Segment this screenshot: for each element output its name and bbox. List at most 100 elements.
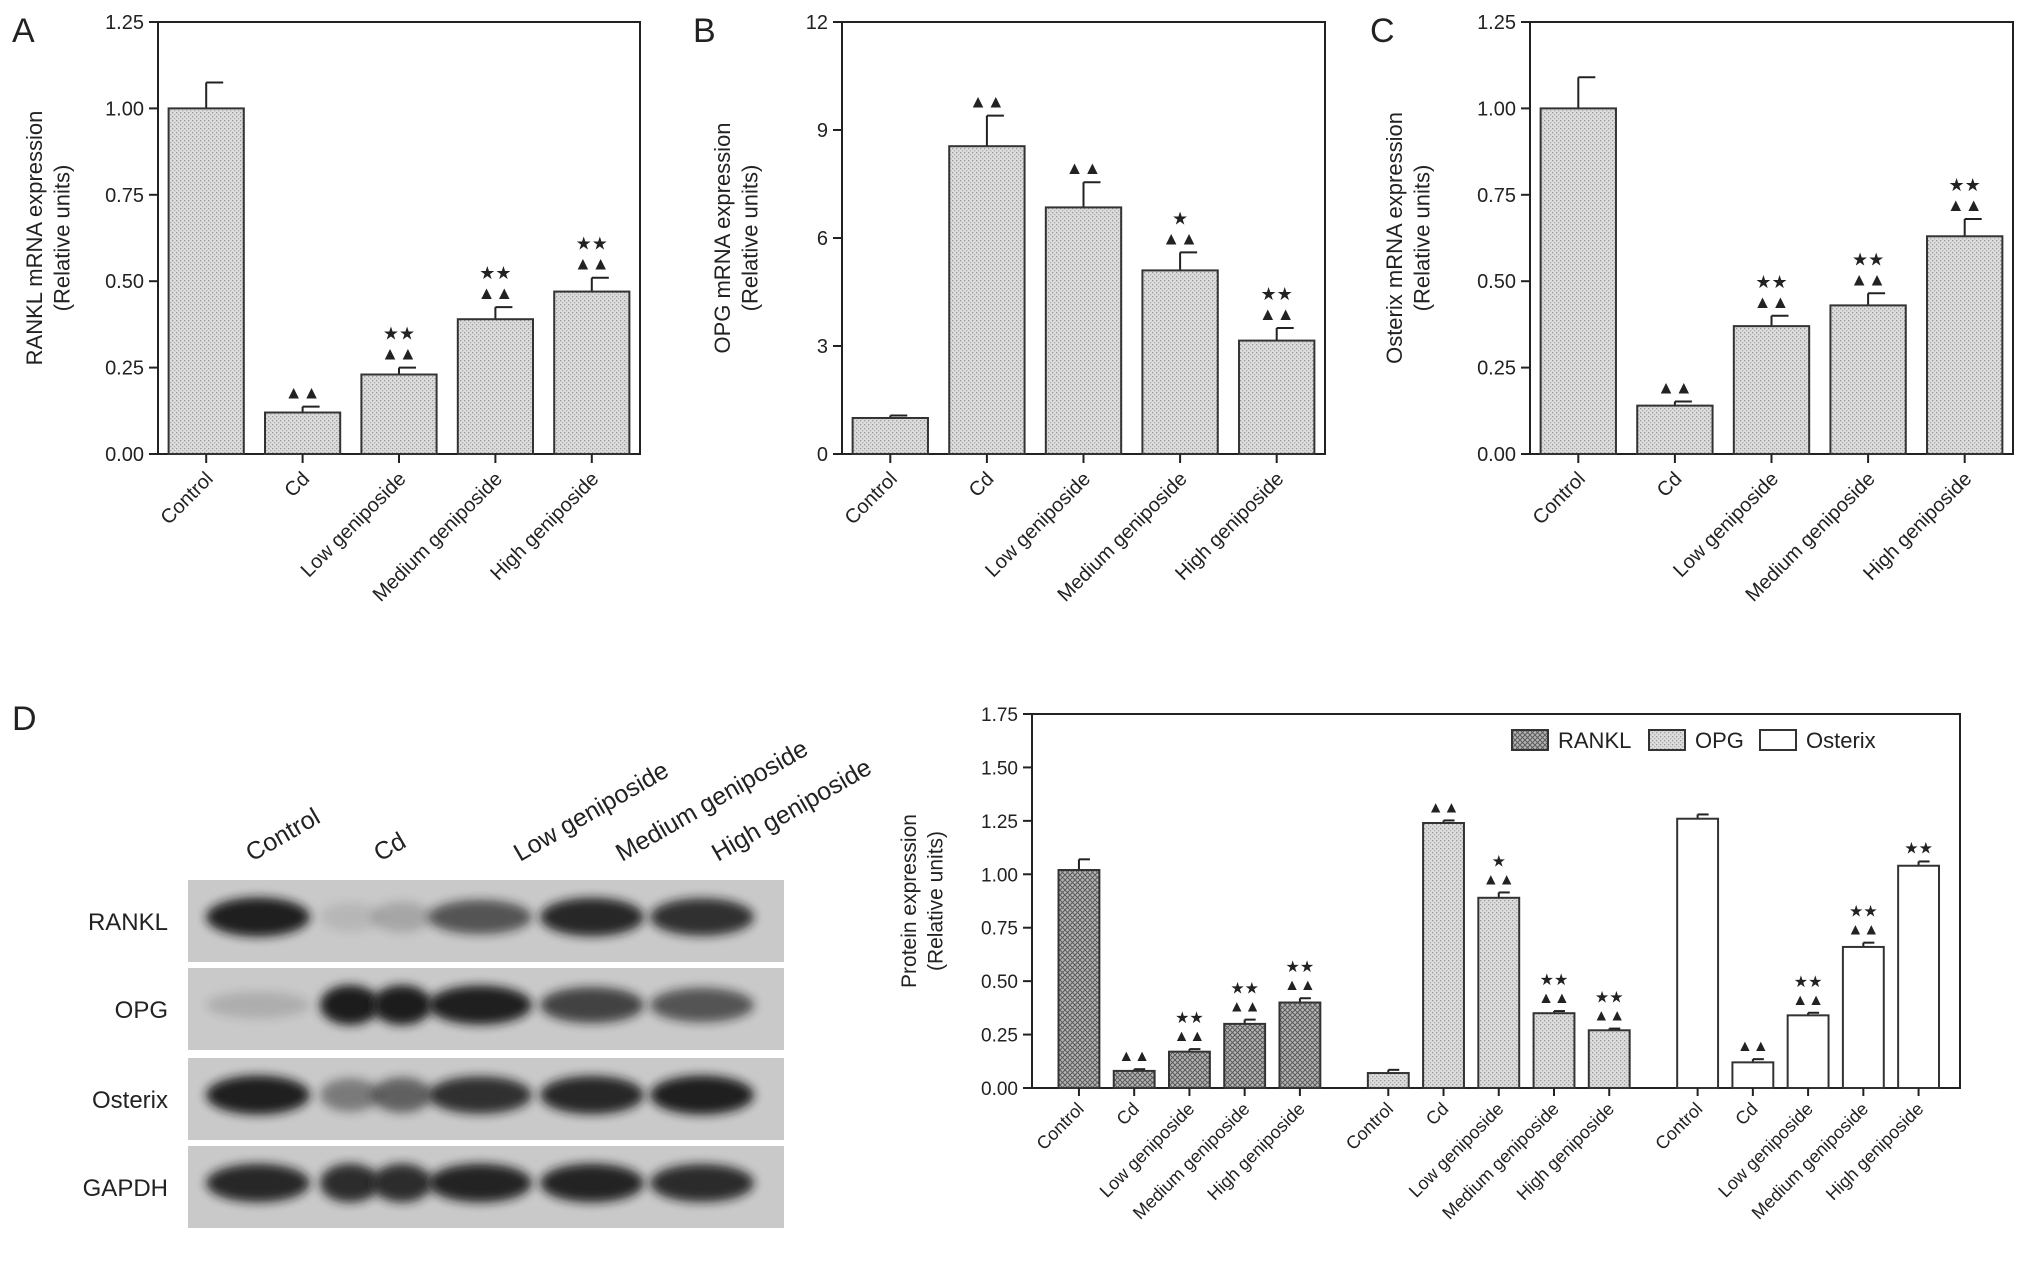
x-tick-label: Low geniposide [1096,1099,1199,1202]
panel-letter-a: A [12,12,35,50]
bar-rankl-0 [1057,869,1101,1089]
y-tick-label: 1.25 [105,12,144,34]
bar-rankl-3 [1223,1022,1267,1090]
bar-c-0 [1539,107,1617,456]
bar-c-3-star-marker: ★★ [1852,249,1884,269]
x-tick-label: Control [157,468,218,529]
y-axis-label: Osterix mRNA expression (Relative units) [1382,112,1435,364]
blot-band [320,1163,380,1203]
bar-a-0 [167,107,245,456]
panel-letter-d: D [12,700,37,738]
y-tick-label: 0 [817,444,828,466]
blot-band [540,897,644,937]
blot-row-gapdh: GAPDH [83,1146,784,1228]
bar-b-3-triangle-marker: ▲▲ [1162,228,1198,248]
y-tick-label: 1.50 [981,758,1018,779]
y-tick-label: 0.75 [981,919,1018,940]
y-tick-label: 6 [817,228,828,250]
y-tick-label: 0.00 [105,444,144,466]
y-tick-label: 1.00 [105,98,144,120]
x-tick-label: Cd [1113,1099,1143,1129]
y-tick-label: 12 [806,12,828,34]
bar-rankl-3-triangle-marker: ▲▲ [1229,999,1261,1016]
blot-band [320,1078,380,1112]
bar-osterix-3-triangle-marker: ▲▲ [1847,922,1879,939]
y-tick-label: 0.00 [1477,444,1516,466]
bar-opg-0 [1366,1072,1410,1090]
blot-band [540,987,644,1023]
bar-opg-3-star-marker: ★★ [1540,972,1569,989]
bar-c-4-triangle-marker: ▲▲ [1947,195,1983,215]
bar-c-4 [1926,235,2004,455]
bar-a-4 [553,290,631,455]
blot-band [206,897,310,937]
blot-band [372,985,432,1025]
x-tick-label: Control [841,468,902,529]
y-tick-label: 0.00 [981,1079,1018,1100]
bar-osterix-2-triangle-marker: ▲▲ [1792,992,1824,1009]
bar-opg-2 [1477,896,1521,1090]
y-tick-label: 0.25 [981,1026,1018,1047]
y-tick-label: 1.25 [1477,12,1516,34]
lane-label: Control [241,803,325,868]
panel-letter-b: B [693,12,716,50]
blot-row-opg: OPG [115,968,784,1050]
bar-osterix-0 [1676,817,1720,1089]
bar-rankl-4 [1278,1001,1322,1089]
bar-a-3 [456,318,534,455]
x-tick-label: Cd [1653,468,1687,502]
blot-band [428,985,532,1025]
x-tick-label: Control [1529,468,1590,529]
bar-a-3-triangle-marker: ▲▲ [478,283,514,303]
bar-osterix-1-triangle-marker: ▲▲ [1737,1038,1769,1055]
x-tick-label: Cd [1422,1099,1452,1129]
x-tick-label: High geniposide [1513,1099,1618,1204]
blot-row-label: RANKL [88,909,168,936]
x-tick-label: Low geniposide [1714,1099,1817,1202]
bar-rankl-1-triangle-marker: ▲▲ [1118,1048,1150,1065]
legend-label: RANKL [1558,728,1631,753]
blot-band [650,987,754,1023]
x-tick-label: Control [1651,1099,1706,1154]
blot-band [206,1163,310,1203]
bar-b-2-triangle-marker: ▲▲ [1066,158,1102,178]
bar-a-3-star-marker: ★★ [479,263,511,283]
blot-band [320,985,380,1025]
y-tick-label: 0.50 [981,972,1018,993]
blot-band [650,1163,754,1203]
x-tick-label: Cd [965,468,999,502]
blot-band [650,898,754,936]
bar-rankl-4-triangle-marker: ▲▲ [1284,977,1316,994]
bar-b-4 [1238,339,1316,456]
bar-rankl-2-star-marker: ★★ [1175,1010,1204,1027]
chart-panel-c: 0.00 0.25 0.50 0.75 1.00 1.25 Osterix mRNA exp… [1382,12,2014,606]
blot-band [428,1076,532,1114]
y-tick-label: 1.25 [981,812,1018,833]
blot-band [428,1163,532,1203]
chart-panel-b: 0 3 6 9 12 OPG mRNA expression (Relative units… [710,12,1326,606]
legend-label: OPG [1695,728,1744,753]
bar-c-3-triangle-marker: ▲▲ [1850,269,1886,289]
bar-rankl-2-triangle-marker: ▲▲ [1174,1028,1206,1045]
x-tick-label: High geniposide [1203,1099,1308,1204]
bar-osterix-3-star-marker: ★★ [1849,904,1878,921]
bar-opg-4-star-marker: ★★ [1595,990,1624,1007]
x-tick-label: Low geniposide [1405,1099,1508,1202]
bar-osterix-3 [1841,945,1885,1089]
lane-label: Cd [369,827,411,867]
y-tick-label: 0.75 [1477,185,1516,207]
bar-c-2-star-marker: ★★ [1755,272,1787,292]
bar-a-2 [360,373,438,455]
bar-rankl-3-star-marker: ★★ [1230,981,1259,998]
bar-b-1-triangle-marker: ▲▲ [969,92,1005,112]
blot-band [650,1075,754,1115]
bar-b-3 [1141,269,1219,455]
bar-c-4-star-marker: ★★ [1949,175,1981,195]
bar-c-1 [1636,404,1714,455]
y-tick-label: 1.75 [981,705,1018,726]
legend-swatch [1759,729,1797,751]
legend-item-osterix: Osterix [1759,728,1876,753]
bar-a-4-star-marker: ★★ [576,234,608,254]
bar-opg-1 [1422,821,1465,1089]
